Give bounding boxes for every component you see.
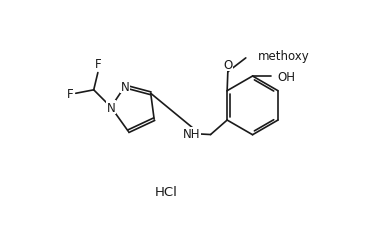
Text: N: N: [106, 101, 115, 114]
Text: F: F: [95, 57, 101, 71]
Text: methoxy: methoxy: [258, 49, 310, 62]
Text: O: O: [223, 58, 232, 71]
Text: F: F: [66, 87, 73, 100]
Text: NH: NH: [183, 128, 200, 141]
Text: HCl: HCl: [155, 185, 178, 198]
Text: OH: OH: [277, 70, 295, 83]
Text: N: N: [120, 81, 129, 93]
